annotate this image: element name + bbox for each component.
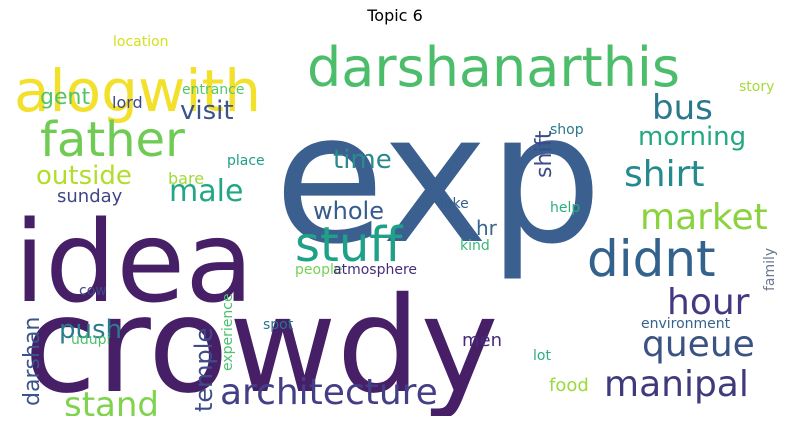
word-stuff: stuff	[295, 217, 403, 273]
word-sunday: sunday	[57, 186, 123, 207]
word-shop: shop	[550, 122, 584, 138]
word-udupi: udupi	[71, 332, 110, 348]
word-environment: environment	[641, 316, 731, 332]
word-architecture: architecture	[220, 372, 438, 413]
word-atmosphere: atmosphere	[333, 262, 417, 278]
word-people: people	[295, 262, 342, 278]
word-exp: exp	[274, 75, 602, 284]
word-shirt: shirt	[624, 154, 705, 195]
word-kind: kind	[460, 238, 490, 254]
word-food: food	[549, 375, 589, 396]
word-stand: stand	[64, 385, 159, 416]
word-lake: lake	[440, 196, 469, 212]
word-temple: temple	[190, 328, 218, 412]
chart-title: Topic 6	[367, 6, 423, 25]
word-experience: experience	[220, 293, 236, 371]
word-place: place	[227, 153, 265, 169]
word-darshanarthis: darshanarthis	[307, 36, 680, 99]
word-alogwith: alogwith	[14, 57, 261, 125]
word-darshan: darshan	[20, 317, 45, 406]
word-men: men	[462, 330, 502, 351]
word-time: time	[333, 145, 392, 175]
word-lot: lot	[533, 348, 551, 364]
word-didnt: didnt	[587, 230, 716, 288]
word-cow: cow	[79, 283, 107, 299]
word-location: location	[113, 34, 169, 50]
word-queue: queue	[642, 324, 755, 365]
word-shift: shift	[532, 130, 557, 178]
word-bare: bare	[168, 169, 204, 188]
word-male: male	[169, 174, 243, 209]
word-bus: bus	[652, 88, 713, 128]
word-family: family	[762, 248, 778, 291]
word-visit: visit	[180, 96, 234, 126]
word-hour: hour	[667, 282, 750, 323]
word-spot: spot	[263, 317, 294, 333]
word-father: father	[40, 112, 185, 168]
word-push: push	[59, 315, 122, 345]
word-cloud: exp crowdy idea alogwith darshanarthis father…	[12, 31, 779, 416]
word-outside: outside	[36, 161, 132, 191]
word-gent: gent	[40, 85, 90, 110]
word-morning: morning	[638, 122, 746, 152]
word-lord: lord	[112, 93, 143, 112]
word-help: help	[550, 200, 580, 216]
word-market: market	[640, 197, 768, 238]
word-hr: hr	[476, 216, 498, 240]
word-entrance: entrance	[182, 82, 245, 98]
word-manipal: manipal	[604, 364, 749, 405]
word-whole: whole	[313, 197, 384, 225]
word-idea: idea	[14, 198, 254, 328]
word-story: story	[739, 79, 774, 95]
word-crowdy: crowdy	[24, 269, 499, 416]
